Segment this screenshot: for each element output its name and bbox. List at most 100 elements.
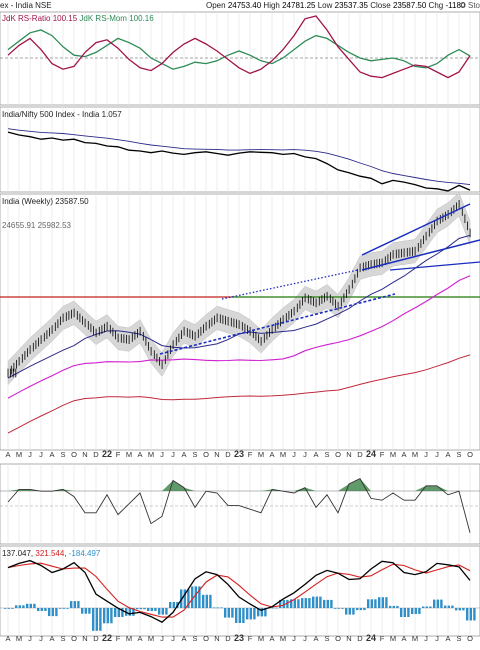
month-label: J — [303, 634, 307, 643]
month-label: O — [467, 450, 473, 459]
histogram-bar — [246, 608, 249, 620]
month-label: N — [82, 634, 87, 643]
histogram-bar — [205, 594, 208, 608]
histogram-bar — [81, 608, 84, 614]
month-label: F — [116, 450, 121, 459]
histogram-bar — [279, 599, 282, 608]
month-label: J — [424, 450, 428, 459]
price-label: India (Weekly) — [2, 197, 53, 206]
month-label: M — [16, 634, 22, 643]
month-label: A — [49, 450, 54, 459]
month-label: A — [445, 450, 450, 459]
histogram-bar — [385, 597, 388, 608]
histogram-bar — [40, 608, 43, 611]
low-value: 23537.35 — [334, 1, 369, 10]
month-label: J — [39, 450, 43, 459]
month-label: N — [346, 634, 351, 643]
histogram-bar — [110, 608, 113, 624]
histogram-bar — [462, 608, 465, 611]
histogram-bar — [308, 598, 311, 608]
rs-ratio-label: JdK RS-Ratio — [2, 14, 51, 23]
histogram-bar — [458, 608, 461, 611]
month-label: A — [401, 634, 406, 643]
month-label: M — [126, 634, 132, 643]
histogram-bar — [290, 599, 293, 608]
histogram-bar — [436, 599, 439, 608]
macd-value-2: 321.544 — [35, 549, 65, 558]
histogram-bar — [392, 605, 395, 608]
month-label: J — [292, 634, 296, 643]
macd-signal-line — [7, 562, 471, 618]
relative-strength-line — [7, 131, 471, 192]
histogram-bar — [378, 597, 381, 608]
month-labels: AAMMJJJJAASSOONNDD2222FFMMAAMMJJJJAASSOO… — [5, 449, 473, 643]
histogram-bar — [4, 608, 7, 609]
histogram-bar — [282, 599, 285, 608]
histogram-bar — [429, 606, 432, 608]
histogram-bar — [334, 608, 337, 609]
histogram-bar — [48, 608, 51, 617]
month-label: S — [192, 634, 197, 643]
month-label: D — [225, 450, 231, 459]
month-label: J — [28, 634, 32, 643]
macd-histogram — [4, 586, 476, 631]
upper-channel-line — [361, 203, 471, 256]
histogram-bar — [374, 599, 377, 608]
high-value: 24781.25 — [282, 1, 316, 10]
histogram-bar — [95, 608, 98, 631]
histogram-bar — [22, 605, 25, 608]
histogram-bar — [264, 608, 267, 617]
histogram-bar — [62, 608, 65, 609]
histogram-bar — [220, 607, 223, 609]
close-value: 23587.50 — [392, 1, 427, 10]
month-label: J — [435, 450, 439, 459]
ma-long-line — [7, 354, 471, 434]
histogram-bar — [59, 608, 62, 609]
histogram-bar — [326, 599, 329, 608]
month-label: O — [71, 450, 77, 459]
histogram-bar — [275, 607, 278, 609]
macd-value-1: 137.047 — [2, 549, 31, 558]
month-label: O — [203, 634, 209, 643]
month-label: M — [16, 450, 22, 459]
month-label: A — [49, 634, 54, 643]
histogram-bar — [150, 608, 153, 611]
histogram-bar — [286, 599, 289, 608]
relative-legend: India/Nifty 500 Index - India 1.057 — [2, 110, 122, 120]
x-axis: AAMMJJJJAASSOONNDD2222FFMMAAMMJJJJAASSOO… — [5, 449, 473, 643]
month-label: A — [313, 634, 318, 643]
month-label: N — [214, 450, 219, 459]
histogram-bar — [447, 605, 450, 608]
histogram-bar — [260, 608, 263, 617]
histogram-bar — [249, 608, 252, 620]
histogram-bar — [440, 599, 443, 608]
histogram-bar — [224, 608, 227, 618]
histogram-bar — [396, 605, 399, 608]
month-label: J — [435, 634, 439, 643]
month-label: N — [346, 450, 351, 459]
month-label: M — [148, 450, 154, 459]
month-label: J — [292, 450, 296, 459]
month-label: A — [269, 634, 274, 643]
histogram-bar — [293, 599, 296, 608]
histogram-bar — [147, 608, 150, 611]
month-label: 22 — [102, 633, 112, 643]
histogram-bar — [227, 608, 230, 618]
month-label: J — [424, 634, 428, 643]
relative-label: India/Nifty 500 Index - India — [2, 110, 100, 119]
histogram-bar — [433, 599, 436, 608]
month-label: A — [5, 634, 10, 643]
month-label: M — [412, 450, 418, 459]
histogram-bar — [301, 598, 304, 608]
histogram-bar — [367, 599, 370, 608]
month-label: F — [380, 634, 385, 643]
histogram-bar — [161, 608, 164, 615]
macd-panel — [0, 559, 480, 631]
month-label: O — [71, 634, 77, 643]
histogram-bar — [455, 608, 458, 611]
histogram-bar — [337, 608, 340, 609]
histogram-bar — [66, 608, 69, 609]
histogram-bar — [198, 586, 201, 608]
chg-value: -1180 — [445, 1, 466, 10]
month-label: A — [181, 450, 186, 459]
